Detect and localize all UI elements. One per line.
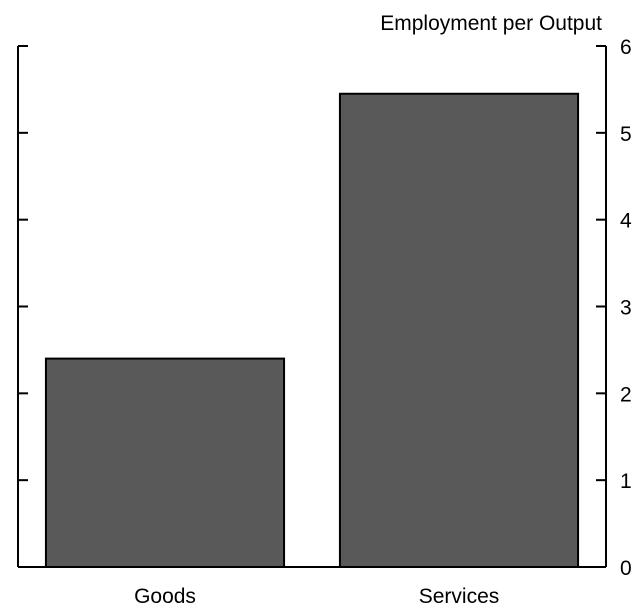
category-labels: Goods Services	[134, 585, 499, 608]
y-tick-label: 6	[620, 36, 632, 59]
y-tick-label: 5	[620, 123, 632, 146]
chart-title: Employment per Output	[380, 12, 602, 35]
y-tick-label: 3	[620, 297, 632, 320]
y-tick-label: 1	[620, 470, 632, 493]
y-tick-label: 4	[620, 210, 632, 233]
category-label: Services	[419, 585, 500, 608]
bars	[44, 92, 580, 568]
y-tick-label: 2	[620, 383, 632, 406]
bar-services	[338, 92, 580, 568]
bar-goods	[44, 357, 286, 568]
y-tick-label: 0	[620, 557, 632, 580]
category-label: Goods	[134, 585, 196, 608]
